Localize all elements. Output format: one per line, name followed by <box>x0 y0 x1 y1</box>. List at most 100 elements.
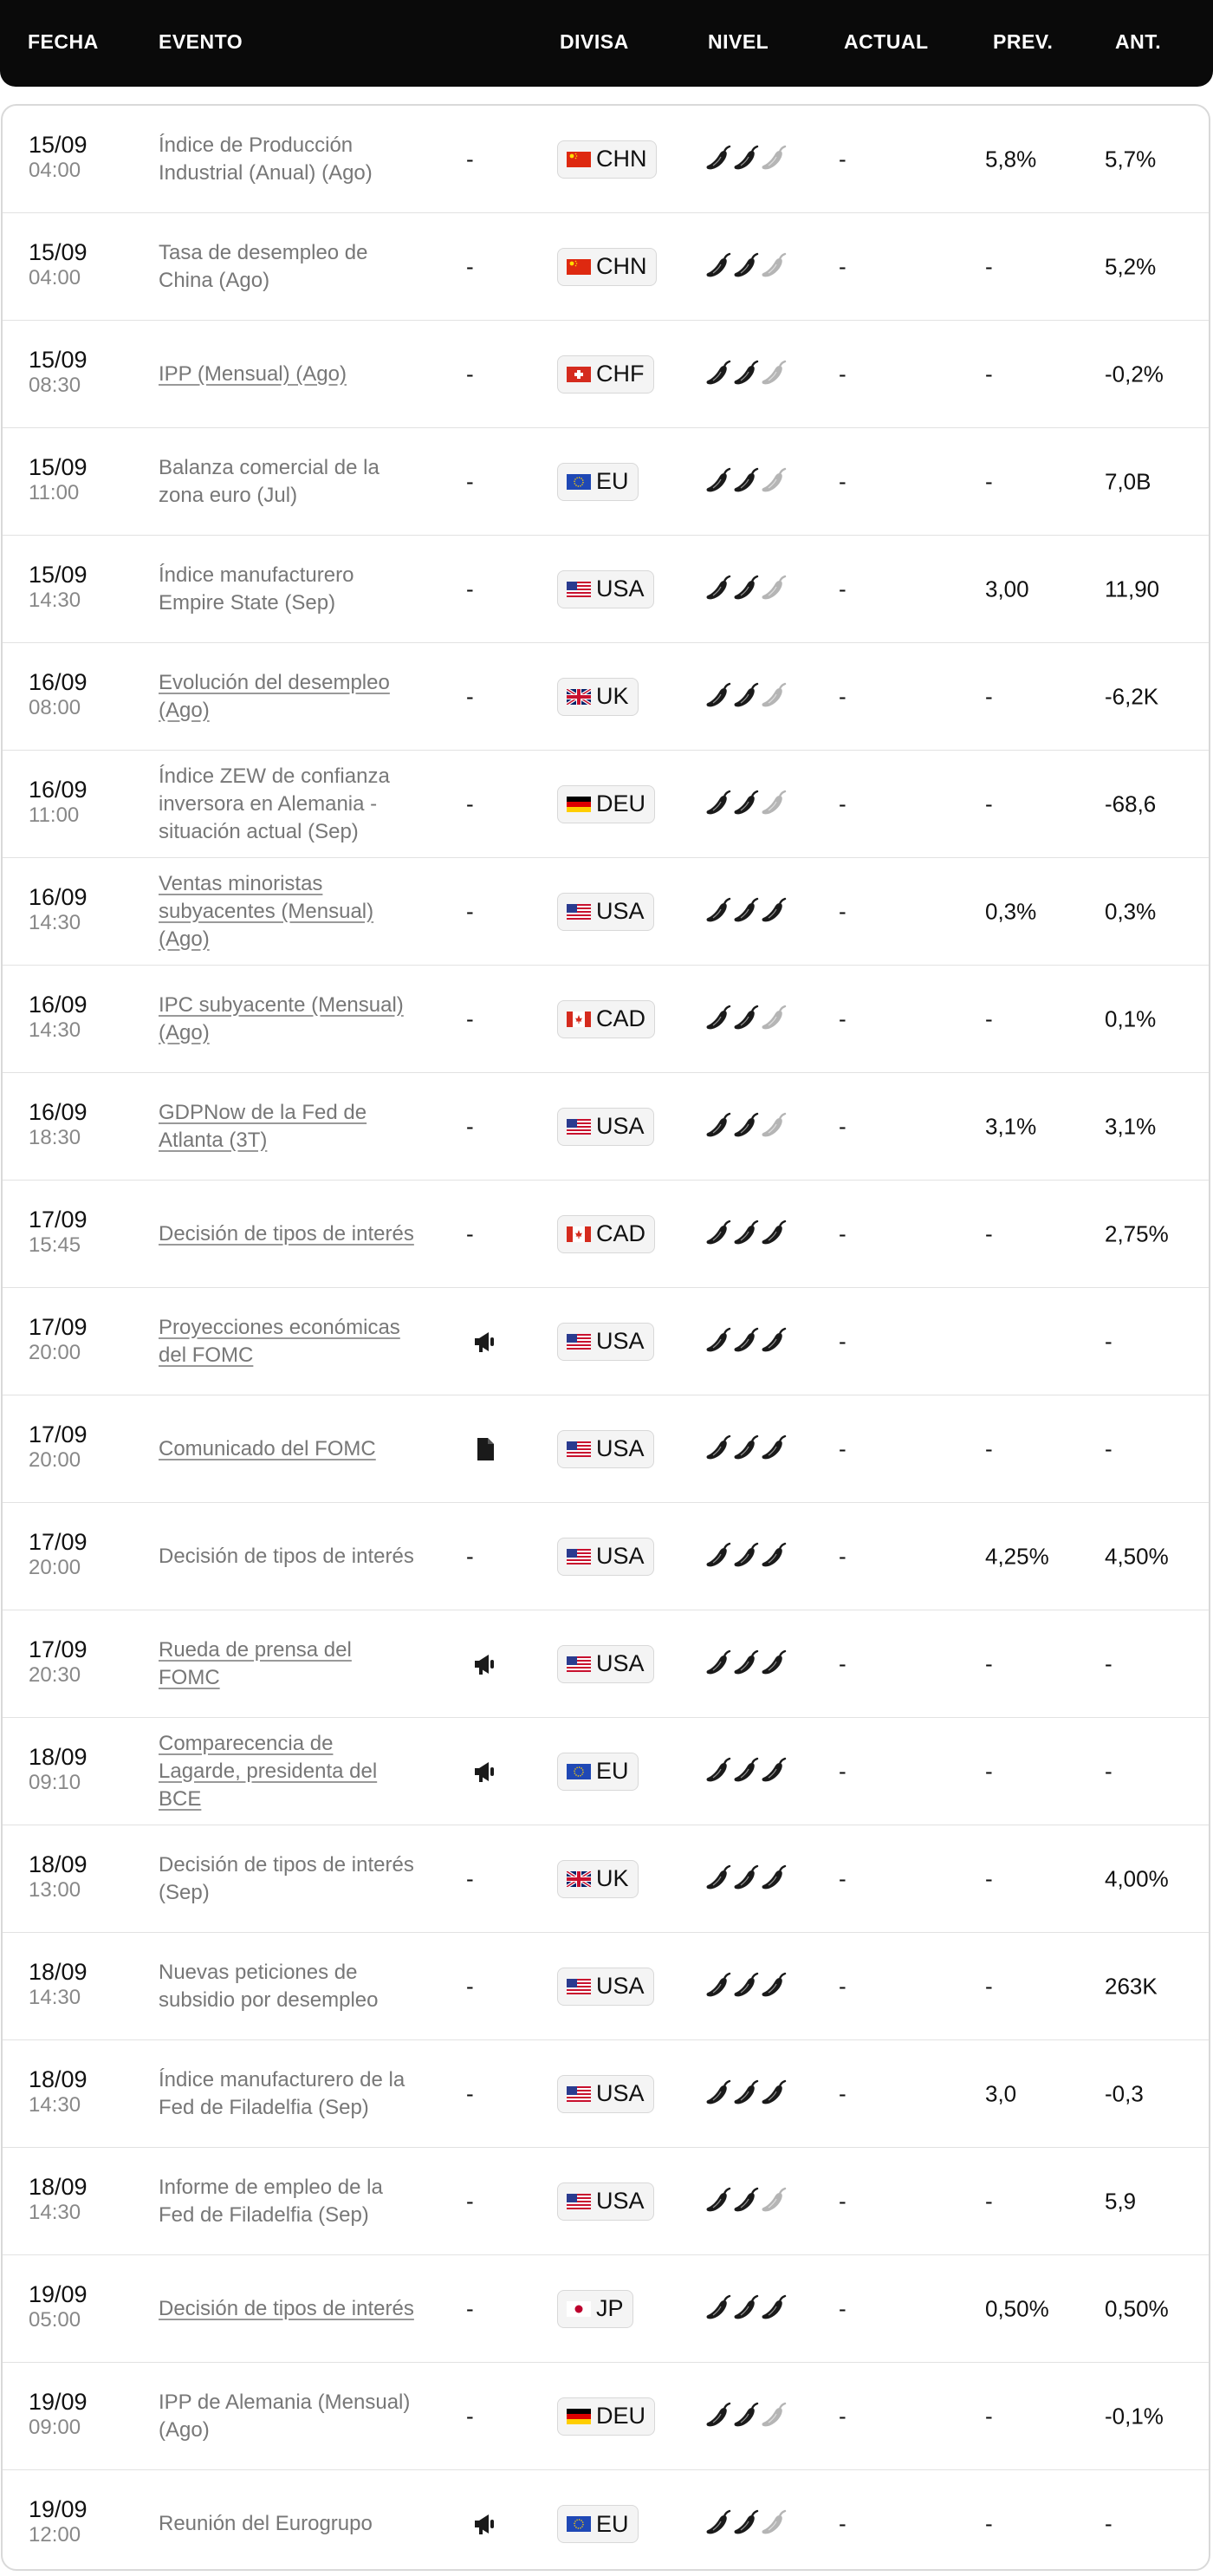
currency-code: USA <box>596 1113 645 1139</box>
pepper-icon <box>733 682 760 712</box>
pepper-icon <box>705 1649 732 1679</box>
previous-value: 0,1% <box>1105 1005 1157 1031</box>
importance-level <box>705 1220 788 1249</box>
pepper-icon <box>733 1757 760 1786</box>
currency-code: CHF <box>596 361 645 387</box>
event-time: 11:00 <box>29 481 80 504</box>
pepper-icon <box>761 252 788 282</box>
pepper-icon <box>705 575 732 604</box>
currency-code: JP <box>596 2295 624 2321</box>
previous-value: 11,90 <box>1105 576 1160 602</box>
table-row[interactable]: 18/09 14:30 Nuevas peticiones de subsidio … <box>3 1933 1209 2040</box>
previous-value: 0,50% <box>1105 2295 1169 2321</box>
table-row[interactable]: 17/09 20:00 Comunicado del FOMC USA - - - <box>3 1395 1209 1503</box>
event-name[interactable]: Rueda de prensa del FOMC <box>159 1637 352 1689</box>
event-date: 18/09 <box>29 1744 88 1770</box>
pepper-icon <box>733 1327 760 1356</box>
event-date: 18/09 <box>29 2174 88 2200</box>
flag-us-icon <box>567 581 591 597</box>
pepper-icon <box>761 682 788 712</box>
table-row[interactable]: 17/09 20:00 Proyecciones económicas del FO… <box>3 1288 1209 1395</box>
event-name[interactable]: Decisión de tipos de interés <box>159 1221 414 1246</box>
forecast-value: 5,8% <box>985 146 1037 172</box>
previous-value: -6,2K <box>1105 683 1159 709</box>
event-time: 08:00 <box>29 696 81 719</box>
table-row[interactable]: 15/09 08:30 IPP (Mensual) (Ago) - CHF - - -0,2% <box>3 321 1209 428</box>
event-datetime: 16/09 14:30 <box>29 992 88 1044</box>
actual-value: - <box>839 2080 847 2106</box>
impact-value: - <box>466 1005 474 1031</box>
pepper-icon <box>761 2187 788 2216</box>
pepper-icon <box>705 1757 732 1786</box>
table-row[interactable]: 19/09 12:00 Reunión del Eurogrupo EU - - - <box>3 2470 1209 2569</box>
table-row[interactable]: 18/09 14:30 Informe de empleo de la Fed de… <box>3 2148 1209 2255</box>
forecast-value: - <box>985 468 993 494</box>
currency-code: USA <box>596 2080 645 2106</box>
header-event: EVENTO <box>159 30 243 53</box>
importance-level <box>705 252 788 282</box>
table-row[interactable]: 17/09 15:45 Decisión de tipos de interés - C… <box>3 1181 1209 1288</box>
event-name[interactable]: Comunicado del FOMC <box>159 1436 376 1460</box>
event-name[interactable]: Proyecciones económicas del FOMC <box>159 1315 400 1367</box>
forecast-value: - <box>985 1220 993 1246</box>
pepper-icon <box>761 1972 788 2001</box>
actual-value: - <box>839 1435 847 1461</box>
importance-level <box>705 1005 788 1034</box>
event-name[interactable]: Evolución del desempleo (Ago) <box>159 670 390 722</box>
event-name[interactable]: Ventas minoristas subyacentes (Mensual) … <box>159 871 374 951</box>
impact-value: - <box>466 1113 474 1139</box>
currency-code: USA <box>596 1435 645 1461</box>
table-row[interactable]: 16/09 14:30 IPC subyacente (Mensual) (Ago)… <box>3 966 1209 1073</box>
impact-value: - <box>466 2188 474 2214</box>
table-row[interactable]: 16/09 14:30 Ventas minoristas subyacentes … <box>3 858 1209 966</box>
importance-level <box>705 360 788 389</box>
table-row[interactable]: 15/09 04:00 Tasa de desempleo de China (Ag… <box>3 213 1209 321</box>
table-row[interactable]: 16/09 18:30 GDPNow de la Fed de Atlanta (3… <box>3 1073 1209 1181</box>
previous-value: -0,3 <box>1105 2080 1144 2106</box>
event-name[interactable]: GDPNow de la Fed de Atlanta (3T) <box>159 1100 367 1152</box>
currency-badge: USA <box>557 1107 654 1146</box>
table-row[interactable]: 15/09 11:00 Balanza comercial de la zona e… <box>3 428 1209 536</box>
pepper-icon <box>705 790 732 819</box>
pepper-icon <box>761 1434 788 1464</box>
table-row[interactable]: 15/09 04:00 Índice de Producción Industria… <box>3 106 1209 213</box>
previous-value: -68,6 <box>1105 790 1157 816</box>
forecast-value: - <box>985 2403 993 2429</box>
previous-value: -0,1% <box>1105 2403 1164 2429</box>
event-name[interactable]: Decisión de tipos de interés <box>159 2296 414 2320</box>
forecast-value: - <box>985 1435 993 1461</box>
event-datetime: 16/09 08:00 <box>29 669 88 721</box>
forecast-value: - <box>985 361 993 387</box>
importance-level <box>705 1864 788 1894</box>
pepper-icon <box>705 252 732 282</box>
table-row[interactable]: 18/09 09:10 Comparecencia de Lagarde, pres… <box>3 1718 1209 1825</box>
flag-jp-icon <box>567 2300 591 2317</box>
flag-us-icon <box>567 1978 591 1994</box>
currency-code: EU <box>596 468 629 494</box>
event-datetime: 18/09 14:30 <box>29 2174 88 2226</box>
currency-badge: USA <box>557 1429 654 1468</box>
event-name[interactable]: IPP (Mensual) (Ago) <box>159 361 347 386</box>
currency-code: UK <box>596 1865 629 1891</box>
table-row[interactable]: 19/09 05:00 Decisión de tipos de interés - J… <box>3 2255 1209 2363</box>
table-row[interactable]: 16/09 08:00 Evolución del desempleo (Ago) -… <box>3 643 1209 751</box>
flag-us-icon <box>567 1441 591 1457</box>
table-row[interactable]: 19/09 09:00 IPP de Alemania (Mensual) (Ago… <box>3 2363 1209 2470</box>
table-row[interactable]: 18/09 14:30 Índice manufacturero de la Fed… <box>3 2040 1209 2148</box>
impact-value: - <box>466 1220 474 1246</box>
table-row[interactable]: 18/09 13:00 Decisión de tipos de interés (… <box>3 1825 1209 1933</box>
flag-us-icon <box>567 903 591 920</box>
impact-value: - <box>466 898 474 924</box>
table-row[interactable]: 17/09 20:30 Rueda de prensa del FOMC USA - - - <box>3 1610 1209 1718</box>
pepper-icon <box>733 2509 760 2539</box>
importance-level <box>705 1757 788 1786</box>
event-name[interactable]: Comparecencia de Lagarde, presidenta del… <box>159 1731 378 1811</box>
pepper-icon <box>761 145 788 174</box>
event-datetime: 17/09 20:00 <box>29 1529 88 1581</box>
pepper-icon <box>705 1434 732 1464</box>
event-name[interactable]: IPC subyacente (Mensual) (Ago) <box>159 992 404 1044</box>
table-row[interactable]: 17/09 20:00 Decisión de tipos de interés - U… <box>3 1503 1209 1610</box>
pepper-icon <box>733 1972 760 2001</box>
table-row[interactable]: 15/09 14:30 Índice manufacturero Empire St… <box>3 536 1209 643</box>
table-row[interactable]: 16/09 11:00 Índice ZEW de confianza invers… <box>3 751 1209 858</box>
